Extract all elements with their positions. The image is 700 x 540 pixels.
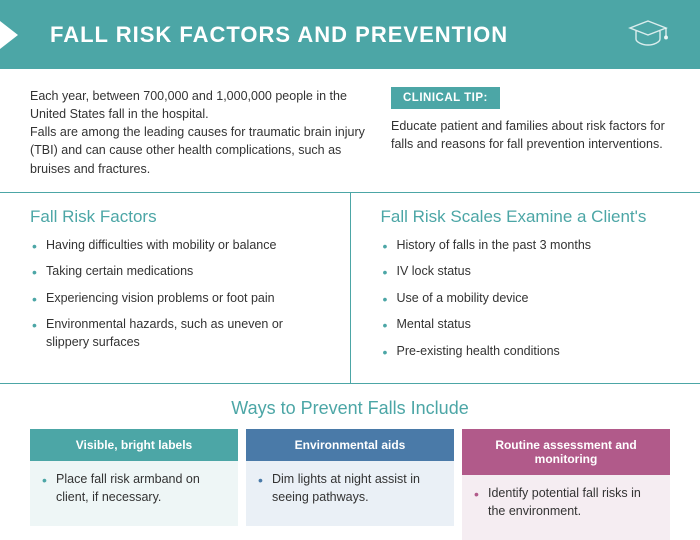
clinical-tip-body: Educate patient and families about risk …	[391, 117, 670, 153]
risk-factors-title: Fall Risk Factors	[30, 207, 326, 227]
chevron-right-icon	[0, 21, 18, 49]
risk-scales-title: Fall Risk Scales Examine a Client's	[381, 207, 677, 227]
list-item: History of falls in the past 3 months	[381, 237, 677, 255]
prevent-col-body: Dim lights at night assist in seeing pat…	[246, 461, 454, 526]
risk-factors-col: Fall Risk Factors Having difficulties wi…	[0, 193, 350, 384]
prevent-col-body: Identify potential fall risks in the env…	[462, 475, 670, 540]
prevent-col-2: Environmental aids Dim lights at night a…	[246, 429, 454, 540]
prevent-col-header: Routine assessment and monitoring	[462, 429, 670, 475]
intro-text: Each year, between 700,000 and 1,000,000…	[30, 87, 371, 178]
prevent-col-3: Routine assessment and monitoring Identi…	[462, 429, 670, 540]
intro-row: Each year, between 700,000 and 1,000,000…	[0, 69, 700, 192]
risk-scales-list: History of falls in the past 3 months IV…	[381, 237, 677, 361]
list-item: Place fall risk armband on client, if ne…	[40, 471, 228, 506]
list-item: Experiencing vision problems or foot pai…	[30, 290, 326, 308]
list-item: Use of a mobility device	[381, 290, 677, 308]
clinical-tip: CLINICAL TIP: Educate patient and famili…	[391, 87, 670, 178]
clinical-tip-label: CLINICAL TIP:	[391, 87, 500, 109]
list-item: Dim lights at night assist in seeing pat…	[256, 471, 444, 506]
list-item: Mental status	[381, 316, 677, 334]
risk-factors-list: Having difficulties with mobility or bal…	[30, 237, 326, 352]
intro-p2: Falls are among the leading causes for t…	[30, 123, 371, 177]
prevent-col-body: Place fall risk armband on client, if ne…	[30, 461, 238, 526]
header-bar: FALL RISK FACTORS AND PREVENTION	[0, 0, 700, 69]
prevent-col-1: Visible, bright labels Place fall risk a…	[30, 429, 238, 540]
list-item: Having difficulties with mobility or bal…	[30, 237, 326, 255]
list-item: Taking certain medications	[30, 263, 326, 281]
list-item: Identify potential fall risks in the env…	[472, 485, 660, 520]
prevent-title: Ways to Prevent Falls Include	[0, 398, 700, 419]
prevent-table: Visible, bright labels Place fall risk a…	[30, 429, 670, 540]
page-title: FALL RISK FACTORS AND PREVENTION	[50, 22, 508, 48]
graduation-cap-icon	[626, 18, 670, 51]
prevent-col-header: Environmental aids	[246, 429, 454, 461]
two-column-section: Fall Risk Factors Having difficulties wi…	[0, 192, 700, 385]
list-item: Pre-existing health conditions	[381, 343, 677, 361]
intro-p1: Each year, between 700,000 and 1,000,000…	[30, 87, 371, 123]
list-item: IV lock status	[381, 263, 677, 281]
risk-scales-col: Fall Risk Scales Examine a Client's Hist…	[350, 193, 700, 384]
list-item: Environmental hazards, such as uneven or…	[30, 316, 326, 351]
prevent-col-header: Visible, bright labels	[30, 429, 238, 461]
